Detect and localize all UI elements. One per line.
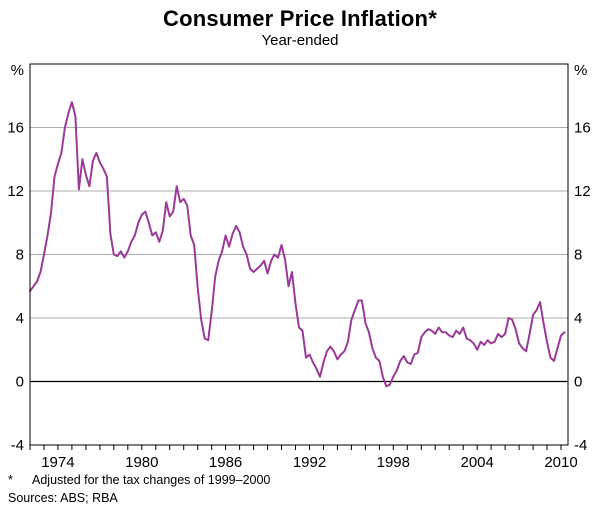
chart-area: -4 -4 0 0 4 4 8 8 12 12 16 16%% 1974 1980 1986 1992 1998…	[0, 50, 600, 471]
x-tick-label: 2004	[461, 454, 494, 470]
y-tick-label-right: 0	[574, 374, 582, 391]
y-tick-label-right: -4	[574, 437, 587, 454]
y-tick-label-left: -4	[11, 437, 24, 454]
cpi-line	[29, 101, 566, 388]
inflation-line-chart: -4 -4 0 0 4 4 8 8 12 12 16 16% % 1974 1980 1986 1992 1998…	[7, 62, 591, 471]
chart-subtitle: Year-ended	[261, 32, 339, 49]
y-tick-label-left: 4	[16, 310, 24, 327]
x-tick-label: 1974	[41, 454, 74, 470]
chart-title: Consumer Price Inflation*	[163, 6, 437, 31]
y-tick-label-right: 8	[574, 247, 582, 264]
y-tick-label-right: 4	[574, 310, 582, 327]
sources-line: Sources: ABS; RBA	[8, 491, 118, 505]
footnote-marker: *	[8, 473, 13, 487]
x-tick-label: 1986	[209, 454, 242, 470]
footnote: * Adjusted for the tax changes of 1999–2…	[8, 472, 600, 489]
x-tick-label: 1980	[125, 454, 158, 470]
x-tick-label: 2010	[544, 454, 577, 470]
y-tick-label-right: 16	[574, 120, 591, 137]
y-tick-label-left: 0	[16, 374, 24, 391]
y-axis-unit-right: %	[574, 62, 587, 79]
x-tick-label: 1992	[293, 454, 326, 470]
y-tick-label-left: 12	[7, 183, 24, 200]
chart-footer: * Adjusted for the tax changes of 1999–2…	[0, 470, 600, 507]
y-tick-label-left: 8	[16, 247, 24, 264]
y-tick-label-left: 16	[7, 120, 24, 137]
y-tick-label-right: 12	[574, 183, 591, 200]
x-tick-label: 1998	[377, 454, 410, 470]
plot-border	[29, 63, 569, 446]
footnote-text: Adjusted for the tax changes of 1999–200…	[32, 473, 271, 487]
y-axis-unit-left: %	[11, 62, 24, 79]
